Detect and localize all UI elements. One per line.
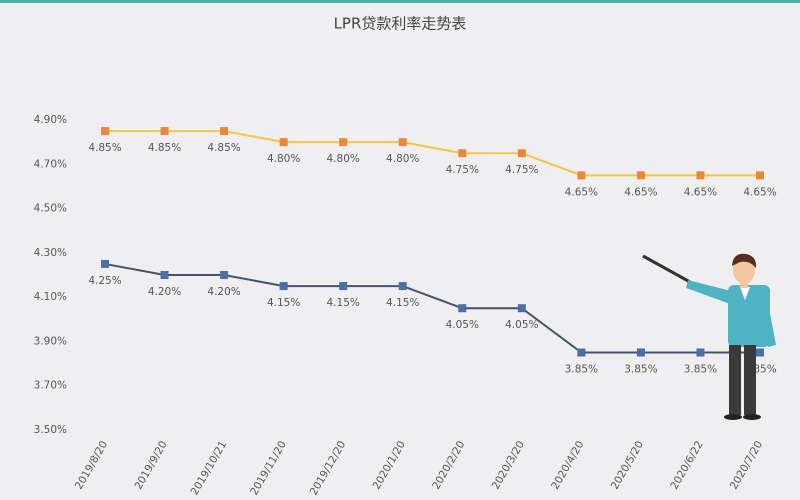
value-label: 4.85% — [88, 142, 121, 154]
x-tick-label: 2019/10/21 — [189, 439, 230, 497]
point-marker — [577, 348, 586, 357]
y-tick-label: 4.30% — [34, 247, 67, 259]
point-marker — [160, 271, 169, 279]
point-marker — [339, 282, 348, 291]
value-label: 4.05% — [446, 319, 479, 331]
value-label: 4.20% — [207, 286, 240, 298]
y-tick-label: 3.70% — [34, 380, 67, 392]
value-label: 4.75% — [446, 164, 479, 176]
point-marker — [458, 149, 467, 158]
point-marker — [636, 348, 645, 357]
point-marker — [339, 138, 348, 147]
point-marker — [220, 271, 229, 279]
presenter — [642, 253, 776, 420]
x-tick-label: 2020/7/20 — [728, 439, 765, 492]
value-label: 3.85% — [624, 364, 657, 376]
y-tick-label: 4.90% — [34, 114, 67, 126]
value-label: 4.80% — [386, 153, 419, 165]
point-marker — [279, 282, 288, 291]
point-marker — [517, 304, 526, 313]
point-marker — [398, 138, 407, 147]
value-label: 4.75% — [505, 164, 538, 176]
x-tick-label: 2020/1/20 — [371, 439, 408, 492]
point-marker — [458, 304, 467, 313]
x-tick-label: 2019/8/20 — [73, 439, 110, 492]
point-marker — [101, 127, 109, 136]
x-tick-label: 2020/3/20 — [490, 439, 527, 492]
point-marker — [696, 348, 705, 357]
y-tick-label: 3.50% — [34, 424, 67, 436]
point-marker — [636, 171, 645, 180]
x-tick-label: 2020/2/20 — [430, 439, 467, 492]
x-tick-label: 2020/4/20 — [549, 439, 586, 492]
point-marker — [577, 171, 586, 180]
y-tick-label: 3.90% — [34, 335, 67, 347]
value-label: 4.25% — [88, 275, 121, 287]
x-tick-label: 2019/9/20 — [132, 439, 169, 492]
value-label: 3.85% — [684, 364, 717, 376]
value-label: 4.15% — [267, 297, 300, 309]
value-label: 4.85% — [148, 142, 181, 154]
value-label: 4.20% — [148, 286, 181, 298]
chart-title: LPR贷款利率走势表 — [334, 15, 467, 33]
value-label: 4.65% — [684, 186, 717, 198]
value-label: 4.15% — [327, 297, 360, 309]
value-label: 4.15% — [386, 297, 419, 309]
series-line — [105, 130, 760, 177]
value-label: 4.05% — [505, 319, 538, 331]
x-tick-label: 2020/6/22 — [668, 439, 705, 492]
point-marker — [220, 127, 229, 136]
value-label: 3.85% — [565, 364, 598, 376]
value-label: 4.80% — [327, 153, 360, 165]
value-label: 4.65% — [624, 186, 657, 198]
point-marker — [279, 138, 288, 147]
point-marker — [160, 127, 169, 136]
value-label: 4.80% — [267, 153, 300, 165]
top-bar — [0, 0, 800, 3]
point-marker — [101, 259, 109, 268]
value-label: 4.85% — [207, 142, 240, 154]
point-marker — [517, 149, 526, 158]
value-label: 4.65% — [743, 186, 776, 198]
y-tick-label: 4.70% — [34, 158, 67, 170]
x-tick-label: 2020/5/20 — [609, 439, 646, 492]
x-tick-label: 2019/12/20 — [308, 439, 349, 497]
y-tick-label: 4.50% — [34, 203, 67, 215]
y-tick-label: 4.10% — [34, 291, 67, 303]
value-label: 4.65% — [565, 186, 598, 198]
point-marker — [756, 348, 764, 357]
point-marker — [398, 282, 407, 291]
series-line — [104, 262, 760, 354]
point-marker — [756, 171, 764, 180]
x-tick-label: 2019/11/20 — [248, 439, 289, 497]
point-marker — [696, 171, 705, 180]
